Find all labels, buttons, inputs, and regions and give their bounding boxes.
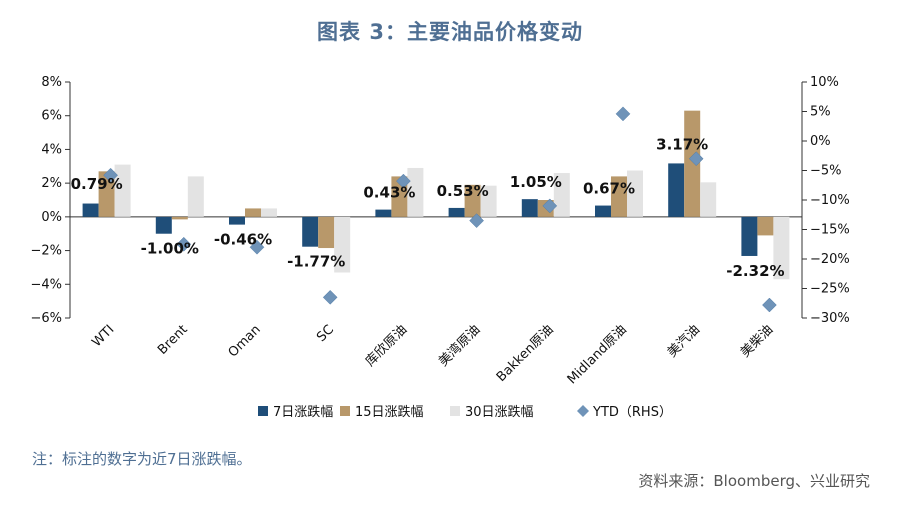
chart-title: 图表 3：主要油品价格变动 [317, 20, 583, 44]
bar-7d [155, 216, 172, 234]
category-label: Brent [155, 322, 191, 358]
data-label-7d: 0.79% [71, 175, 123, 193]
category-label: 美汽油 [665, 322, 703, 360]
bar-15d [171, 216, 188, 220]
ytd-marker [249, 239, 265, 255]
right-tick-label: 5% [810, 105, 831, 120]
data-label-7d: -0.46% [214, 231, 272, 249]
bar-15d [318, 216, 335, 249]
right-tick-label: −20% [810, 252, 850, 267]
right-tick-label: −5% [810, 164, 842, 179]
bar-7d [741, 216, 758, 256]
chart-source: 资料来源：Bloomberg、兴业研究 [638, 472, 870, 490]
bar-30d [114, 164, 131, 217]
data-label-7d: -1.77% [287, 253, 345, 271]
ytd-marker [176, 236, 192, 252]
data-label-7d: 0.43% [363, 184, 415, 202]
category-label: 美湾原油 [435, 322, 483, 370]
left-tick-label: 4% [41, 142, 62, 157]
ytd-marker [542, 198, 558, 214]
legend-label: 7日涨跌幅 [273, 404, 333, 420]
category-label: Midland原油 [565, 322, 630, 387]
category-label: WTI [89, 322, 117, 350]
legend-label: YTD（RHS） [592, 405, 672, 420]
ytd-marker [322, 289, 338, 305]
bar-15d [464, 184, 481, 217]
ytd-marker [762, 297, 777, 313]
bar-30d [480, 185, 497, 217]
bar-7d [375, 209, 392, 217]
category-label: 美柴油 [738, 322, 776, 360]
bar-7d [229, 216, 245, 225]
chart-note: 注：标注的数字为近7日涨跌幅。 [32, 450, 252, 468]
bar-30d [700, 182, 717, 217]
legend-swatch [258, 406, 268, 416]
bar-30d [773, 216, 790, 280]
right-tick-label: −25% [810, 282, 850, 297]
data-label-7d: 0.67% [583, 180, 635, 198]
data-label-7d: 0.53% [437, 182, 489, 200]
bar-7d [82, 203, 99, 217]
category-label: Bakken原油 [494, 322, 557, 385]
left-tick-label: −2% [30, 244, 62, 259]
bar-30d [627, 170, 643, 217]
bar-15d [245, 208, 261, 217]
bar-7d [521, 199, 538, 217]
bar-30d [407, 167, 424, 217]
right-tick-label: −15% [810, 223, 850, 238]
ytd-marker [688, 151, 704, 167]
bar-15d [757, 216, 774, 236]
data-label-7d: 3.17% [656, 135, 708, 153]
category-label: Oman [226, 322, 264, 360]
data-label-7d: -1.00% [141, 240, 199, 258]
bar-7d [448, 207, 465, 217]
right-tick-label: 0% [810, 134, 831, 149]
bar-30d [261, 208, 277, 217]
legend-label: 30日涨跌幅 [465, 404, 534, 420]
bar-7d [668, 163, 685, 217]
bar-15d [611, 176, 627, 217]
bar-30d [187, 176, 204, 217]
ytd-marker [469, 213, 484, 229]
legend-swatch [340, 406, 350, 416]
left-tick-label: 2% [41, 176, 62, 191]
ytd-marker [615, 106, 631, 122]
right-tick-label: −30% [810, 311, 850, 326]
left-tick-label: 8% [41, 75, 62, 90]
legend-label: 15日涨跌幅 [355, 404, 424, 420]
bar-30d [334, 216, 351, 273]
data-label-7d: -2.32% [726, 262, 784, 280]
left-tick-label: 0% [41, 210, 62, 225]
legend-swatch [450, 406, 460, 416]
bar-15d [98, 171, 115, 217]
ytd-marker [396, 173, 411, 189]
right-tick-label: −10% [810, 193, 850, 208]
left-tick-label: −6% [30, 311, 62, 326]
left-tick-label: −4% [30, 277, 62, 292]
category-label: 库欣原油 [362, 322, 410, 370]
legend-swatch-diamond [577, 405, 589, 417]
bar-7d [595, 205, 611, 217]
ytd-marker [103, 167, 118, 183]
bar-7d [302, 216, 319, 247]
data-label-7d: 1.05% [510, 173, 562, 191]
bar-15d [684, 110, 701, 217]
bar-30d [553, 173, 570, 217]
right-tick-label: 10% [810, 75, 839, 90]
category-label: SC [314, 322, 337, 345]
left-tick-label: 6% [41, 109, 62, 124]
